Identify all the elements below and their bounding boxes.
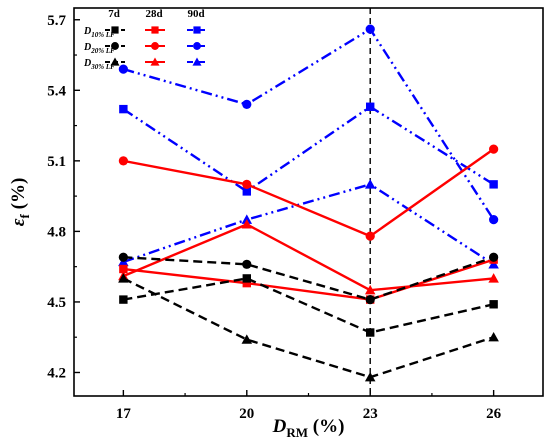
data-point (118, 252, 128, 262)
series-line (122, 223, 494, 292)
data-point (488, 273, 499, 283)
data-point (365, 231, 375, 241)
data-point (365, 294, 375, 305)
data-point (489, 144, 499, 154)
x-tick-label: 20 (239, 406, 254, 422)
data-point (119, 104, 128, 114)
series-line (123, 277, 494, 334)
legend: 7d 28d 90d D10% LF D20% LF D30% LF (83, 8, 207, 71)
data-point (366, 328, 375, 337)
legend-marker (111, 42, 119, 50)
data-point (242, 179, 252, 189)
series-line (122, 277, 495, 379)
legend-column-header: 7d (108, 8, 120, 20)
series-90d-square (119, 102, 498, 196)
data-point (241, 219, 253, 229)
y-tick-label: 5.1 (47, 154, 66, 170)
y-tick-label: 5.7 (47, 13, 66, 29)
data-point (488, 331, 499, 342)
data-point (242, 259, 252, 269)
data-point (489, 215, 499, 225)
data-point (242, 274, 251, 283)
data-point (118, 273, 129, 283)
legend-marker (110, 57, 120, 66)
data-point (242, 187, 251, 196)
data-point (118, 156, 128, 166)
legend-column-header: 90d (187, 8, 204, 20)
data-point (489, 252, 499, 262)
legend-marker (193, 42, 201, 50)
series-line (122, 183, 495, 266)
series-line (123, 258, 495, 301)
series-28d-circle (118, 144, 499, 241)
series-line (123, 256, 495, 301)
data-point (366, 102, 375, 111)
series-28d-square (119, 255, 498, 304)
series-7d-triangle (118, 273, 499, 382)
data-point (119, 295, 128, 304)
series-7d-square (119, 274, 498, 337)
data-point (364, 371, 376, 382)
data-point (119, 264, 128, 274)
legend-marker (151, 42, 159, 50)
y-tick-label: 4.2 (47, 365, 66, 381)
x-tick-label: 23 (363, 406, 378, 422)
series-7d-circle (118, 252, 499, 305)
legend-row-label: D30% LF (83, 58, 115, 71)
series-line (122, 105, 495, 193)
data-point (241, 334, 253, 344)
data-point (489, 180, 498, 189)
y-tick-label: 5.4 (47, 83, 66, 99)
series-90d-circle (118, 24, 499, 225)
x-tick-label: 26 (486, 406, 502, 422)
data-point (365, 24, 375, 34)
legend-marker (193, 26, 201, 34)
legend-row-label: D10% LF (83, 26, 115, 39)
legend-row-label: D20% LF (83, 42, 115, 55)
data-point (118, 64, 128, 74)
data-point (242, 99, 252, 110)
data-point (364, 179, 376, 189)
x-tick-label: 17 (116, 406, 132, 422)
series-line (123, 27, 495, 221)
legend-marker (151, 26, 159, 34)
data-point (364, 284, 376, 295)
series-line (123, 148, 495, 238)
y-tick-label: 4.5 (47, 295, 66, 311)
x-axis-title: DRM (%) (272, 416, 345, 440)
y-tick-label: 4.8 (47, 224, 66, 240)
legend-marker (111, 26, 119, 34)
legend-marker (192, 57, 202, 66)
data-point (489, 300, 498, 309)
data-point (242, 278, 251, 288)
legend-marker (150, 57, 160, 66)
y-axis-title: εf (%) (8, 178, 32, 227)
legend-column-header: 28d (145, 8, 162, 20)
